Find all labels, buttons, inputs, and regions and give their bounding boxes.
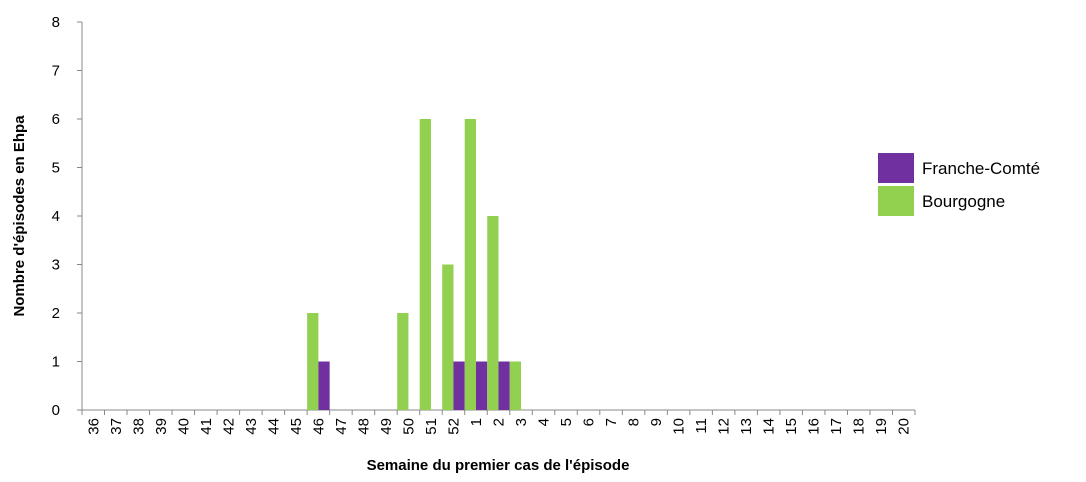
- bar: [464, 119, 476, 410]
- x-tick-label: 41: [198, 418, 215, 435]
- x-tick-label: 12: [716, 418, 733, 435]
- x-tick-label: 50: [400, 418, 417, 435]
- x-tick-label: 13: [738, 418, 755, 435]
- x-tick-label: 17: [828, 418, 845, 435]
- y-tick-label: 2: [52, 305, 60, 322]
- x-tick-label: 39: [153, 418, 170, 435]
- x-tick-label: 9: [648, 418, 665, 426]
- x-tick-label: 40: [175, 418, 192, 435]
- y-tick-label: 5: [52, 160, 60, 177]
- x-tick-label: 49: [378, 418, 395, 435]
- bar: [318, 361, 330, 410]
- y-axis-title: Nombre d'épisodes en Ehpa: [11, 115, 28, 317]
- x-tick-label: 16: [806, 418, 823, 435]
- x-tick-label: 46: [310, 418, 327, 435]
- bar: [307, 313, 319, 410]
- bar: [419, 119, 431, 410]
- y-tick-label: 7: [52, 63, 60, 80]
- y-tick-label: 8: [52, 14, 60, 31]
- legend-label: Franche-Comté: [922, 159, 1040, 178]
- bar: [442, 264, 454, 410]
- x-tick-label: 52: [445, 418, 462, 435]
- x-tick-label: 48: [355, 418, 372, 435]
- x-tick-label: 8: [626, 418, 643, 426]
- x-tick-label: 5: [558, 418, 575, 426]
- x-tick-label: 47: [333, 418, 350, 435]
- x-tick-label: 1: [468, 418, 485, 426]
- bar: [509, 361, 522, 410]
- x-tick-label: 42: [220, 418, 237, 435]
- y-tick-label: 1: [52, 354, 60, 371]
- y-tick-label: 3: [52, 257, 60, 274]
- x-axis-title: Semaine du premier cas de l'épisode: [367, 457, 630, 474]
- x-tick-label: 3: [513, 418, 530, 426]
- legend-swatch: [878, 186, 914, 216]
- y-tick-label: 4: [52, 208, 60, 225]
- bar: [453, 361, 465, 410]
- x-tick-label: 6: [581, 418, 598, 426]
- x-tick-label: 44: [265, 418, 282, 435]
- bar: [475, 361, 488, 410]
- y-tick-label: 6: [52, 111, 60, 128]
- bar: [397, 313, 409, 410]
- x-tick-label: 19: [873, 418, 890, 435]
- legend-swatch: [878, 153, 914, 183]
- x-tick-label: 4: [536, 418, 553, 426]
- x-tick-label: 37: [108, 418, 125, 435]
- x-tick-label: 14: [761, 418, 778, 435]
- x-tick-label: 43: [243, 418, 260, 435]
- x-tick-label: 7: [603, 418, 620, 426]
- x-tick-label: 20: [896, 418, 913, 435]
- bar: [487, 216, 499, 410]
- bar: [498, 361, 510, 410]
- x-tick-label: 15: [783, 418, 800, 435]
- x-tick-label: 45: [288, 418, 305, 435]
- x-tick-label: 10: [671, 418, 688, 435]
- y-tick-label: 0: [52, 402, 60, 419]
- x-tick-label: 38: [130, 418, 147, 435]
- x-tick-label: 2: [491, 418, 508, 426]
- x-tick-label: 18: [851, 418, 868, 435]
- x-tick-label: 36: [85, 418, 102, 435]
- x-tick-label: 51: [423, 418, 440, 435]
- legend-label: Bourgogne: [922, 192, 1005, 211]
- x-tick-label: 11: [693, 418, 710, 434]
